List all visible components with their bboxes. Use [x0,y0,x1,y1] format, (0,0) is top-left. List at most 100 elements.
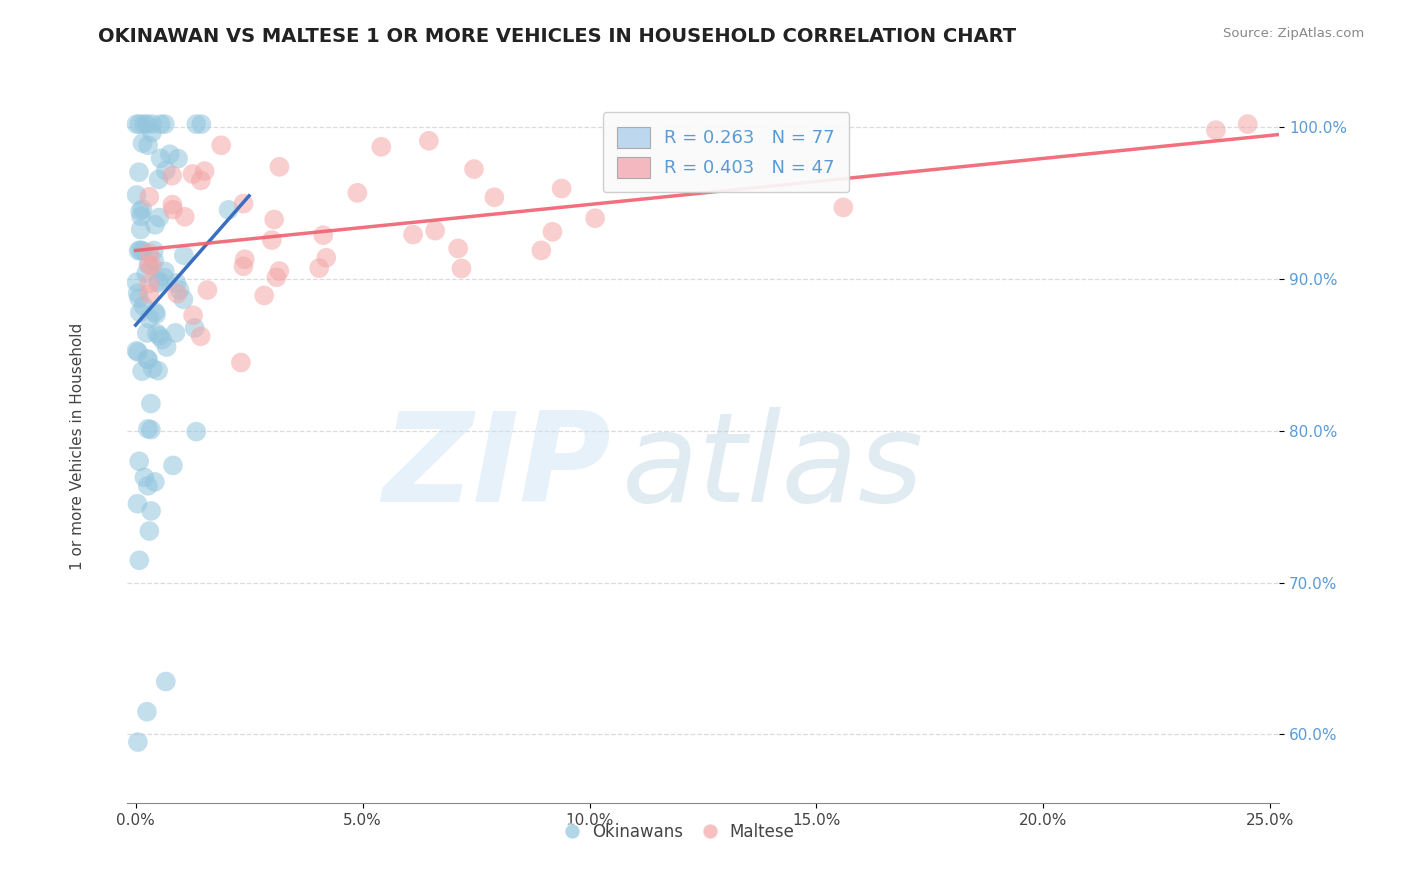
Text: atlas: atlas [623,407,924,528]
Point [402,227,425,242]
Point [209,138,232,153]
Point [266,270,288,285]
Point [138,246,160,260]
Point [229,355,252,369]
Point [127,286,149,301]
Point [1205,123,1227,137]
Point [418,134,440,148]
Point [832,201,855,215]
Point [155,340,177,354]
Point [190,117,212,131]
Point [125,188,148,202]
Point [129,243,152,257]
Point [463,162,485,177]
Point [190,173,212,187]
Point [131,202,153,217]
Point [181,167,204,181]
Point [141,259,163,273]
Point [141,117,163,131]
Point [269,160,291,174]
Point [128,244,150,258]
Point [139,504,162,518]
Point [263,212,285,227]
Point [143,218,166,232]
Point [128,305,150,319]
Point [173,210,195,224]
Point [127,735,149,749]
Point [425,224,447,238]
Point [138,311,160,326]
Point [153,270,176,285]
Point [138,286,160,301]
Point [128,291,150,305]
Point [127,497,149,511]
Point [139,396,162,410]
Point [135,326,157,340]
Point [139,423,162,437]
Point [136,352,159,367]
Point [128,165,150,179]
Point [131,364,153,378]
Point [129,210,152,224]
Point [253,288,276,302]
Point [308,261,330,276]
Point [132,299,155,313]
Point [165,326,187,340]
Point [167,152,190,166]
Point [138,277,160,291]
Point [145,326,167,341]
Point [162,458,184,473]
Point [150,333,173,347]
Point [583,211,606,226]
Point [143,305,166,319]
Point [447,241,470,255]
Point [148,172,170,186]
Point [370,140,392,154]
Point [315,251,337,265]
Point [155,163,177,178]
Point [190,329,212,343]
Point [125,343,148,358]
Point [129,204,152,219]
Point [155,674,177,689]
Point [138,524,160,538]
Point [186,425,208,439]
Point [136,479,159,493]
Point [233,252,256,267]
Point [148,211,170,225]
Point [149,117,172,131]
Point [138,190,160,204]
Point [143,475,166,489]
Point [136,422,159,436]
Point [134,117,156,131]
Point [143,253,166,268]
Point [269,264,291,278]
Point [149,152,172,166]
Point [169,283,191,297]
Point [183,321,205,335]
Point [550,181,572,195]
Point [125,275,148,289]
Point [128,117,150,131]
Point [232,260,254,274]
Point [136,138,159,153]
Point [138,258,160,272]
Point [148,329,170,343]
Point [136,117,159,131]
Point [128,553,150,567]
Legend: Okinawans, Maltese: Okinawans, Maltese [558,817,801,848]
Point [162,202,184,217]
Point [450,261,472,276]
Point [160,169,183,183]
Point [530,244,553,258]
Point [153,264,176,278]
Point [194,164,217,178]
Point [125,117,148,131]
Point [162,197,184,211]
Point [1236,117,1258,131]
Point [141,126,163,140]
Point [186,117,208,131]
Point [146,364,169,378]
Point [127,345,149,359]
Text: OKINAWAN VS MALTESE 1 OR MORE VEHICLES IN HOUSEHOLD CORRELATION CHART: OKINAWAN VS MALTESE 1 OR MORE VEHICLES I… [98,27,1017,45]
